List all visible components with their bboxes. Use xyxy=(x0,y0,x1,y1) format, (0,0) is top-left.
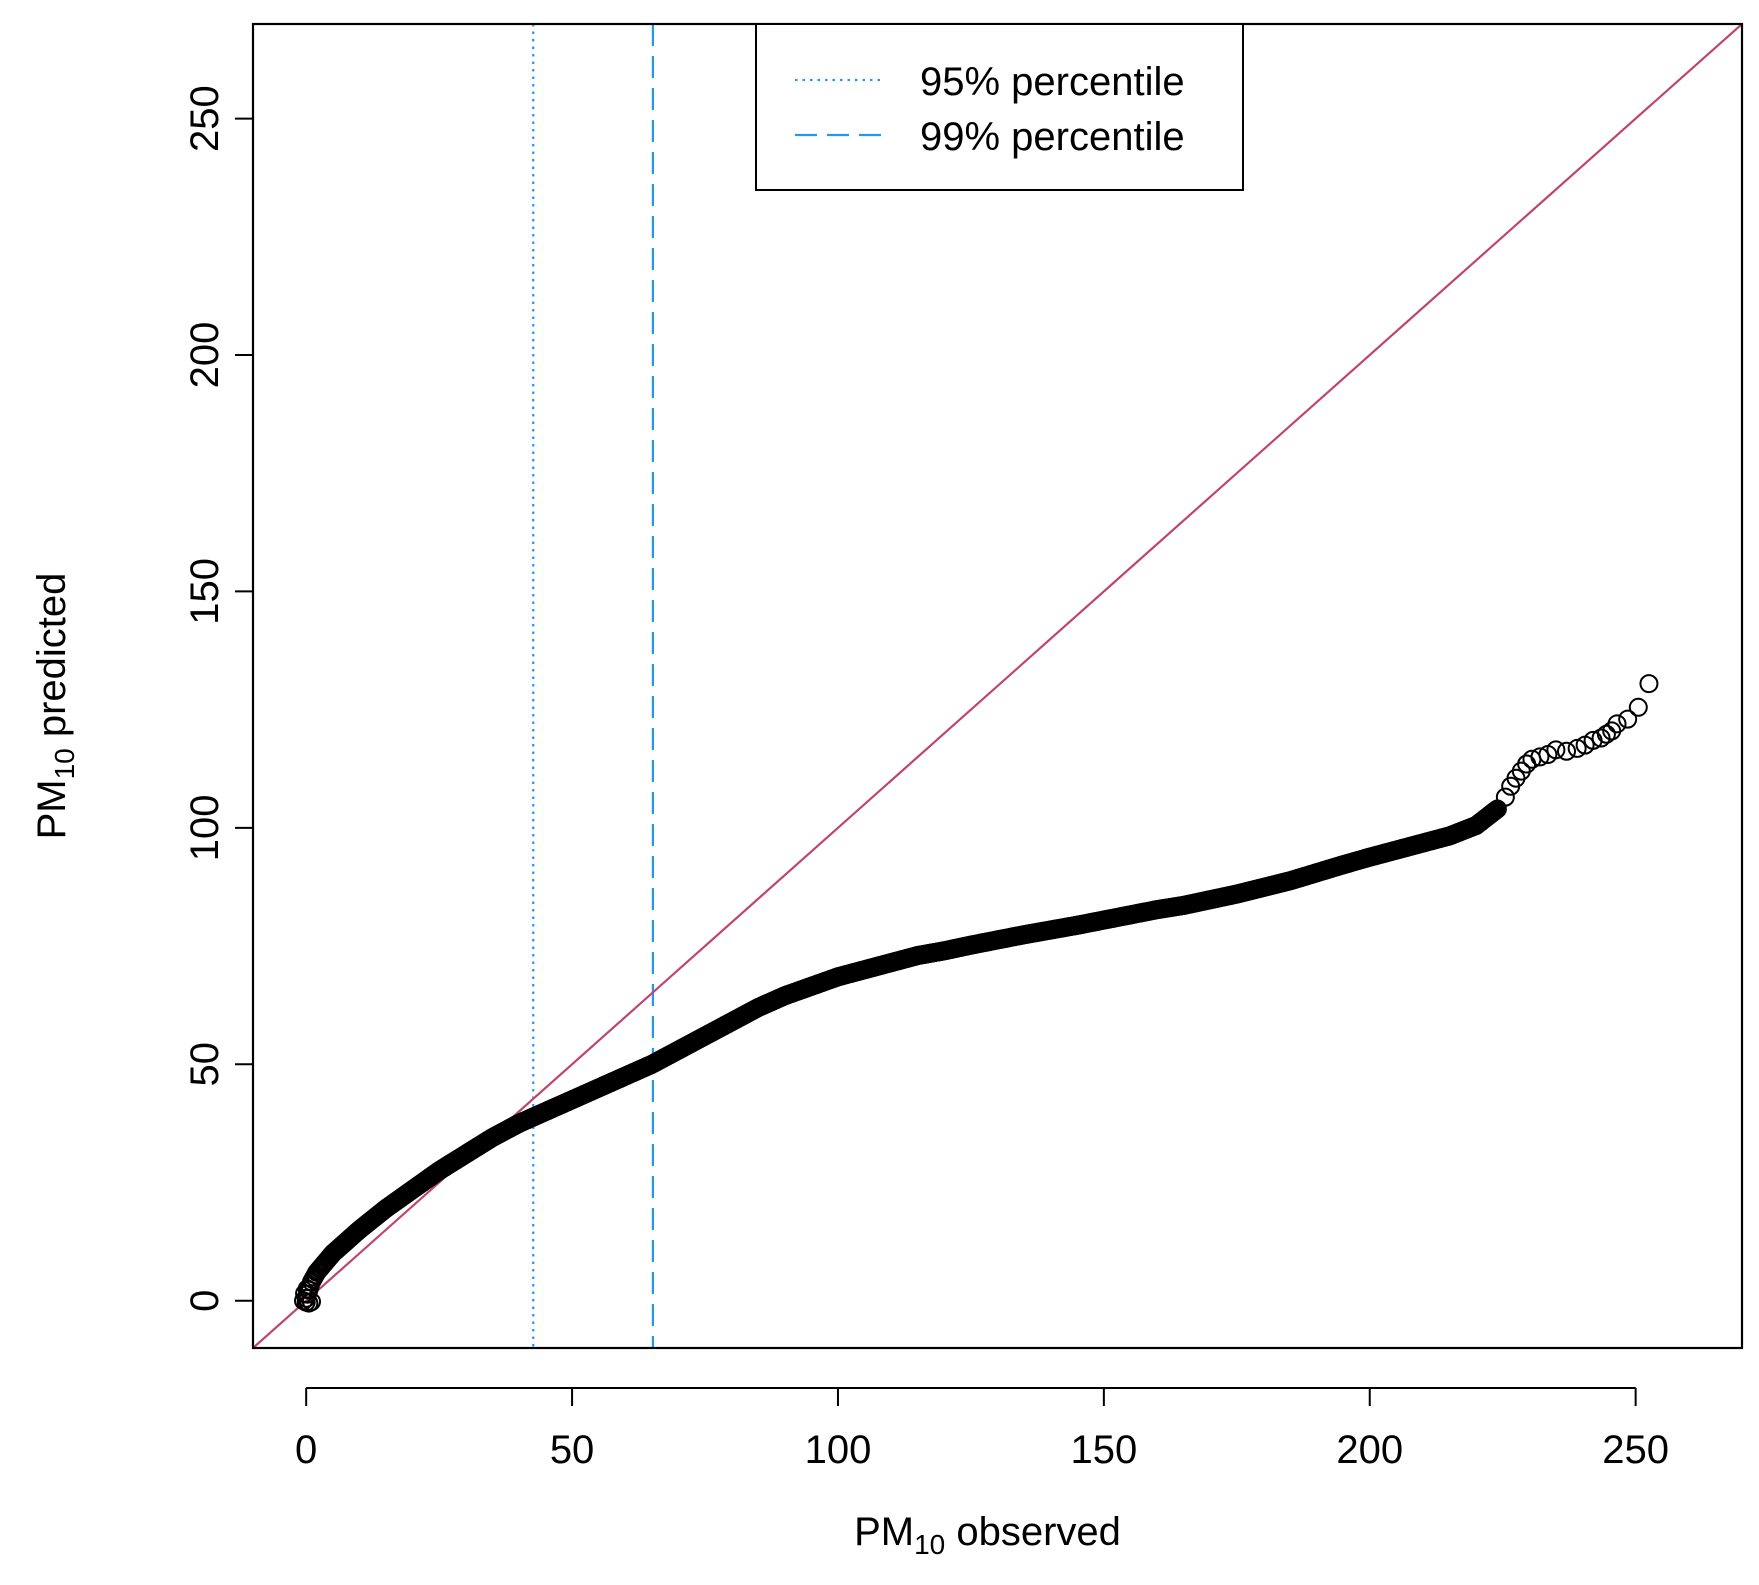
x-tick-label: 0 xyxy=(295,1428,317,1472)
data-point xyxy=(1591,728,1611,748)
y-tick-label: 0 xyxy=(183,1290,227,1312)
data-point xyxy=(1567,738,1587,758)
legend-label-99-percentile: 99% percentile xyxy=(920,115,1185,159)
x-tick-label: 250 xyxy=(1602,1428,1669,1472)
data-point xyxy=(1639,674,1659,694)
x-tick-label: 150 xyxy=(1070,1428,1137,1472)
legend: 95% percentile 99% percentile xyxy=(755,23,1244,191)
y-tick-label: 50 xyxy=(183,1042,227,1087)
data-point xyxy=(297,1279,317,1299)
quantile-points xyxy=(294,674,1659,1313)
x-tick-label: 100 xyxy=(805,1428,872,1472)
plot-area xyxy=(253,24,1742,1348)
x-tick-label: 200 xyxy=(1336,1428,1403,1472)
y-tick-label: 150 xyxy=(183,558,227,625)
data-point xyxy=(1618,709,1638,729)
data-point xyxy=(1628,697,1648,717)
legend-box xyxy=(755,23,1244,191)
y-tick-label: 100 xyxy=(183,794,227,861)
data-point xyxy=(1495,787,1515,807)
axes: 0 50 100 150 200 250 0 50 100 150 200 250 xyxy=(183,85,1669,1472)
y-axis-title: PM10 predicted xyxy=(30,573,80,840)
legend-label-95-percentile: 95% percentile xyxy=(920,60,1185,104)
data-point xyxy=(1607,714,1627,734)
data-point xyxy=(1546,740,1566,760)
y-tick-label: 250 xyxy=(183,85,227,152)
x-axis-title: PM10 observed xyxy=(854,1510,1121,1560)
data-point xyxy=(1557,741,1577,761)
data-point xyxy=(1596,724,1616,744)
data-point xyxy=(1530,747,1550,767)
x-tick-label: 50 xyxy=(550,1428,595,1472)
y-tick-label: 200 xyxy=(183,322,227,389)
